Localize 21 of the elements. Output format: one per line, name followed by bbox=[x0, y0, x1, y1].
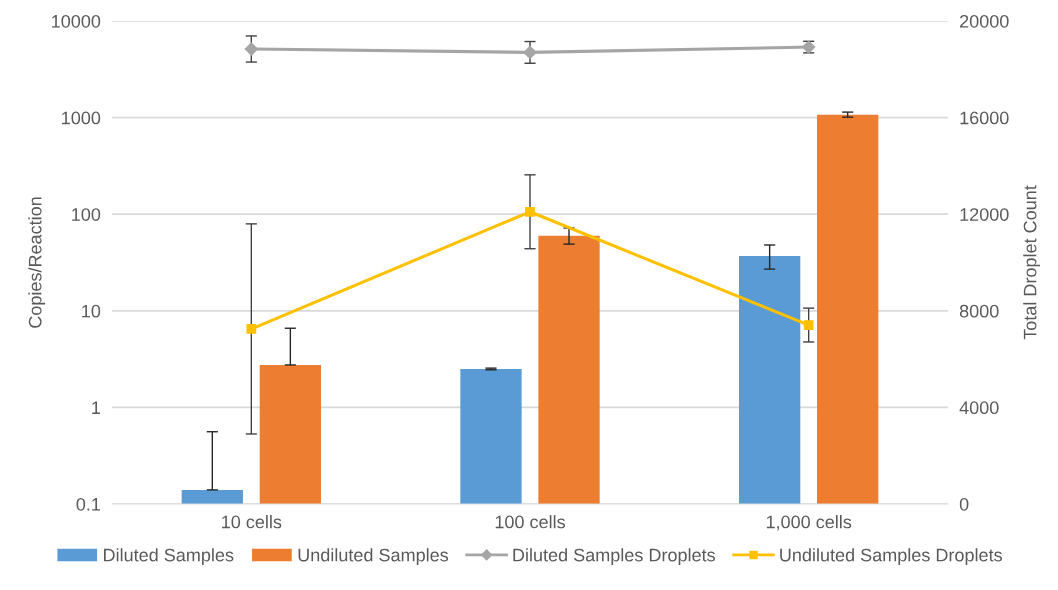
y2-tick-label: 20000 bbox=[960, 14, 1009, 28]
y-tick-label: 10000 bbox=[52, 14, 101, 28]
legend-label: Diluted Samples Droplets bbox=[513, 548, 715, 566]
y2-tick-label: 4000 bbox=[959, 401, 999, 415]
y-axis-title: Copies/Reaction bbox=[28, 197, 46, 328]
y2-tick-label: 0 bbox=[959, 497, 969, 511]
y-tick-label: 100 bbox=[72, 208, 101, 221]
y-tick-label: 0.1 bbox=[76, 497, 101, 511]
y2-tick-label: 8000 bbox=[959, 304, 999, 318]
legend-label: Undiluted Samples Droplets bbox=[780, 548, 1002, 566]
x-tick-label: 1,000 cells bbox=[766, 515, 852, 531]
y-tick-label: 1000 bbox=[62, 111, 101, 125]
legend-label: Undiluted Samples bbox=[298, 548, 449, 566]
x-tick-label: 10 cells bbox=[222, 515, 282, 529]
y2-tick-label: 12000 bbox=[960, 208, 1009, 221]
legend-label: Diluted Samples bbox=[104, 548, 234, 566]
y-tick-label: 10 bbox=[82, 304, 101, 318]
x-tick-label: 100 cells bbox=[495, 515, 565, 529]
y2-axis-title: Total Droplet Count bbox=[1023, 185, 1041, 340]
y2-tick-label: 16000 bbox=[960, 111, 1009, 125]
y-tick-label: 1 bbox=[92, 401, 101, 414]
